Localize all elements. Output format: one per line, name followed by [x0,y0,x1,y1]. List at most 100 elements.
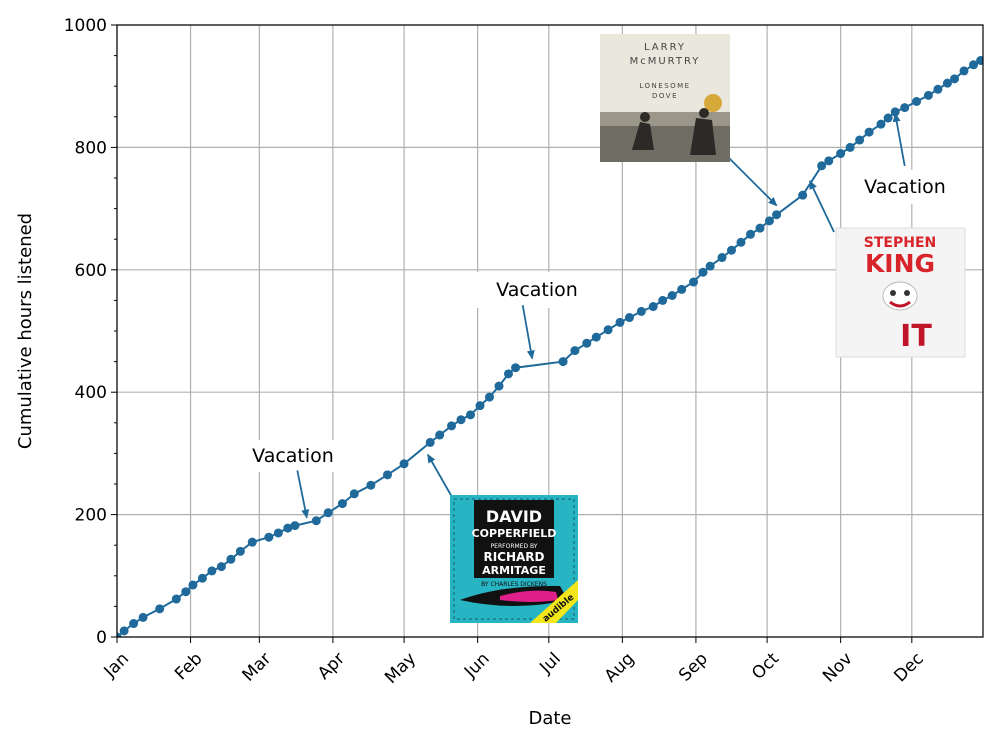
data-point [171,594,181,604]
cover-arrow [726,155,778,207]
x-tick-label: Oct [748,649,783,684]
data-point [494,381,504,391]
data-point [900,103,910,113]
data-point [138,612,148,622]
lonesome-dove-cover: LARRY McMURTRY LONESOME DOVE [600,34,730,162]
it-cover: STEPHEN KING IT [835,227,966,358]
x-tick-label: Feb [171,649,206,684]
cover-arrow [427,453,453,498]
data-point [264,532,274,542]
vacation-arrow [892,112,906,167]
data-point [273,528,283,538]
data-point [119,626,129,636]
data-point [689,277,699,287]
data-point [959,66,969,76]
annotation-vacation-1: Vacation [252,445,334,467]
data-point [197,573,207,583]
data-point [155,604,165,614]
data-point [698,267,708,277]
data-point [188,580,198,590]
data-point [736,237,746,247]
annotation-arrows [296,112,906,519]
data-point [129,619,139,629]
data-point [399,459,409,469]
data-point [425,437,435,447]
svg-text:STEPHEN: STEPHEN [864,235,936,251]
data-point [969,60,979,70]
data-point [349,489,359,499]
y-tick-label: 200 [75,506,107,526]
data-point [283,523,293,533]
data-point [447,421,457,431]
cover-arrow [808,180,835,233]
data-point [207,566,217,576]
data-point [117,632,122,637]
x-tick-label: Jan [100,649,133,682]
y-tick-label: 0 [96,628,107,648]
data-point [226,554,236,564]
x-tick-label: Apr [314,649,349,684]
svg-text:RICHARD: RICHARD [483,550,544,564]
data-point [511,363,521,373]
svg-text:ARMITAGE: ARMITAGE [482,564,546,577]
y-axis: 0 200 400 600 800 1000 [64,16,117,648]
data-point [942,78,952,88]
data-point [986,52,995,61]
data-point [181,587,191,597]
data-point [484,392,494,402]
y-tick-label: 1000 [64,16,107,36]
data-point [836,149,846,159]
data-point [912,97,922,106]
y-axis-title: Cumulative hours listened [15,213,36,449]
data-point [290,521,300,531]
data-point [876,119,886,129]
svg-text:McMURTRY: McMURTRY [630,56,701,67]
x-tick-label: Sep [675,649,712,686]
data-point [923,90,933,100]
x-tick-label: Mar [239,649,276,686]
y-tick-label: 800 [75,138,107,158]
x-axis-title: Date [528,708,571,729]
data-point [883,113,893,123]
data-point [727,245,737,255]
svg-text:LARRY: LARRY [644,42,686,53]
x-tick-label: May [381,649,420,688]
data-point [558,357,568,367]
svg-text:IT: IT [900,319,932,354]
data-point [855,135,865,145]
svg-text:DAVID: DAVID [486,507,542,526]
svg-text:KING: KING [865,249,935,278]
data-point [311,516,321,526]
data-point [435,430,445,440]
x-tick-label: Jul [535,649,564,678]
svg-text:BY CHARLES DICKENS: BY CHARLES DICKENS [481,581,547,588]
david-copperfield-cover: DAVID COPPERFIELD PERFORMED BY RICHARD A… [450,495,578,624]
x-axis: Jan Feb Mar Apr May Jun Jul Aug Sep Oct Nov Dec [100,637,928,688]
data-point [475,401,485,411]
svg-text:DOVE: DOVE [652,92,678,100]
data-point [764,216,774,226]
data-point [466,410,476,420]
data-point [366,480,376,490]
data-point [582,338,592,348]
annotation-vacation-2: Vacation [496,279,578,301]
vacation-arrow [296,470,310,519]
data-point [337,499,347,509]
data-point [658,295,668,305]
data-point [323,508,333,518]
data-point [603,325,613,335]
data-point [216,562,226,572]
data-point [570,346,580,356]
data-point [667,291,677,301]
data-point [755,223,765,233]
data-point [864,127,874,137]
data-point [235,546,245,556]
data-point [717,253,727,263]
svg-text:PERFORMED BY: PERFORMED BY [491,543,538,550]
x-tick-label: Dec [890,649,927,686]
data-point [615,317,625,327]
data-point [745,229,755,239]
data-point [950,74,960,84]
data-point [976,55,983,65]
